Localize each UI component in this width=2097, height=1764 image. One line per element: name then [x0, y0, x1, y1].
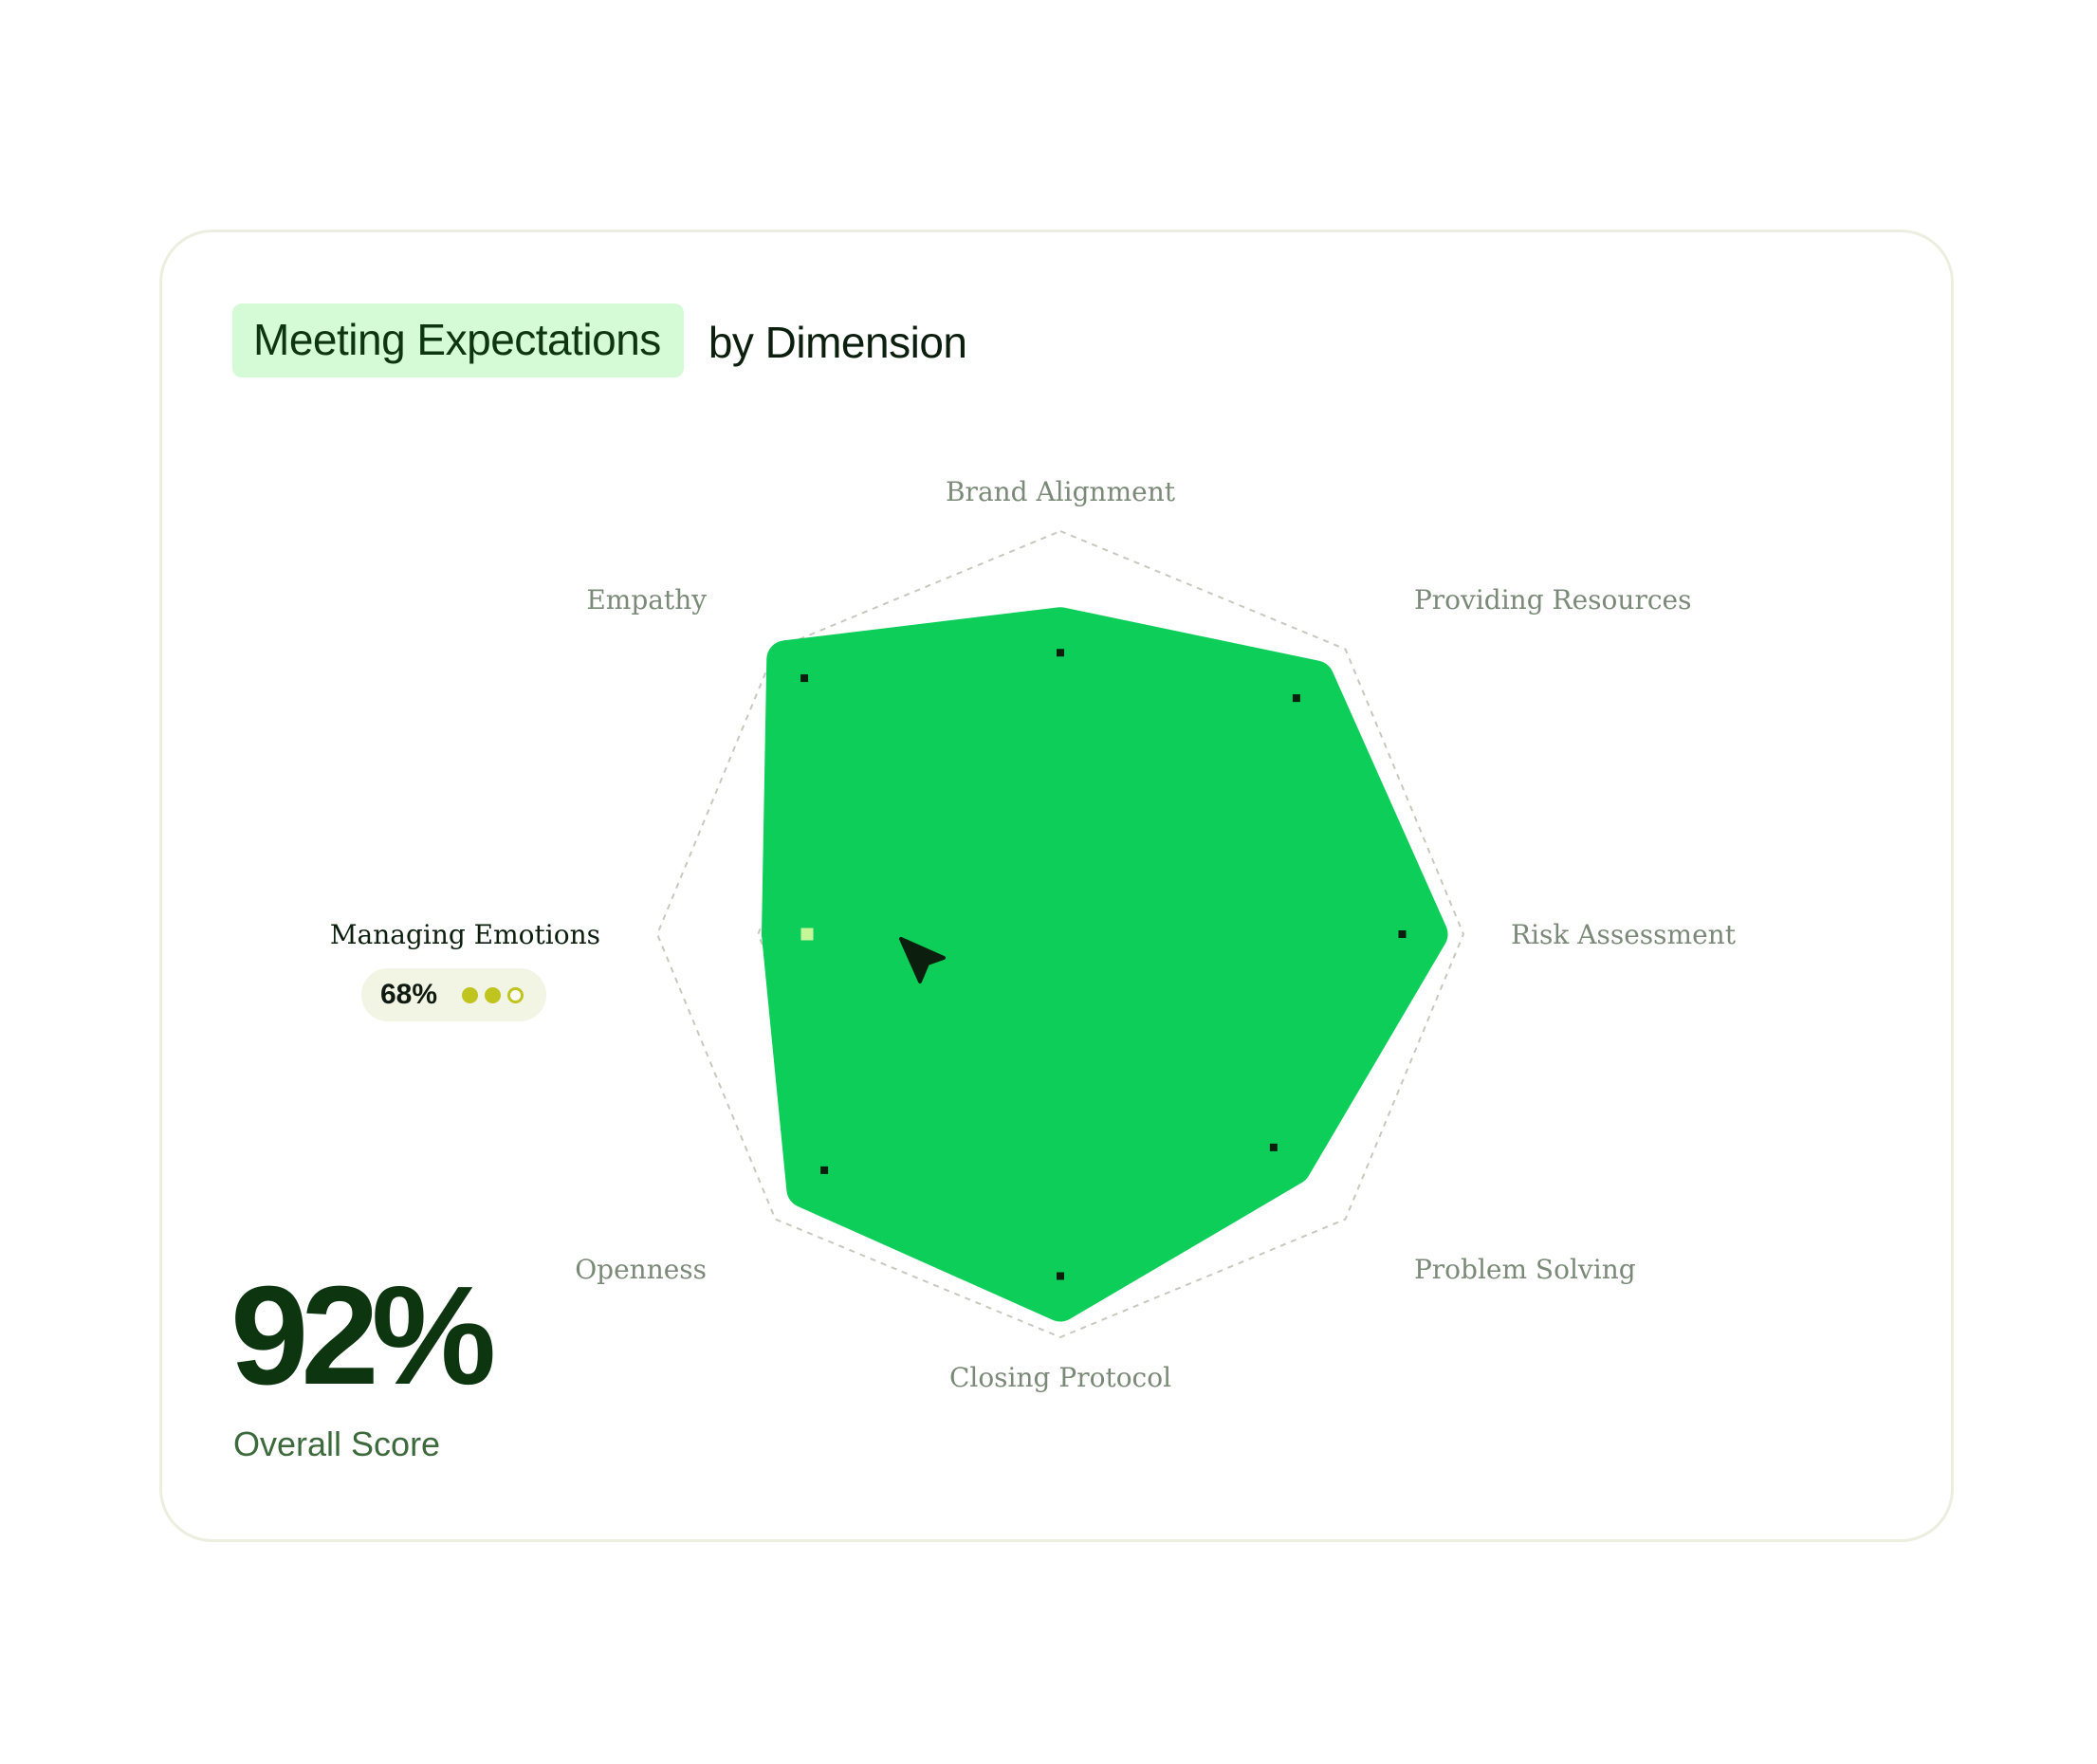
axis-label-managing-emotions[interactable]: Managing Emotions [330, 919, 600, 950]
dimension-tooltip: 68% [361, 968, 546, 1021]
grid-ring-3 [655, 529, 1465, 1339]
radar-points [800, 649, 1407, 1280]
title-suffix: by Dimension [708, 318, 967, 367]
rating-dots [462, 986, 524, 1003]
overall-score-label: Overall Score [233, 1424, 441, 1463]
axis-label-risk-assessment[interactable]: Risk Assessment [1511, 919, 1737, 950]
data-point-openness[interactable] [820, 1166, 829, 1174]
radar-area [762, 607, 1448, 1322]
data-point-brand-alignment[interactable] [1057, 649, 1064, 657]
data-point-risk-assessment[interactable] [1398, 930, 1407, 938]
axis-label-brand-alignment[interactable]: Brand Alignment [946, 476, 1176, 507]
mouse-cursor-icon [899, 937, 946, 983]
chart-header: Meeting Expectations by Dimension [232, 303, 967, 377]
overall-score-value: 92% [230, 1258, 496, 1414]
radar-shape-layer [762, 607, 1448, 1322]
data-point-closing-protocol[interactable] [1057, 1272, 1064, 1280]
axis-label-closing-protocol[interactable]: Closing Protocol [949, 1362, 1171, 1393]
data-point-empathy[interactable] [800, 674, 809, 683]
rating-dot-filled-icon [462, 986, 479, 1003]
rating-dot-filled-icon [485, 986, 502, 1003]
data-point-managing-emotions[interactable] [800, 928, 814, 941]
axis-labels: Brand Alignment Providing Resources Risk A… [330, 476, 1737, 1393]
axis-label-openness[interactable]: Openness [575, 1254, 707, 1285]
highlight-badge: Meeting Expectations [232, 303, 684, 377]
axis-label-problem-solving[interactable]: Problem Solving [1414, 1254, 1636, 1285]
data-point-problem-solving[interactable] [1269, 1143, 1278, 1151]
rating-dot-empty-icon [507, 986, 524, 1003]
axis-label-providing-resources[interactable]: Providing Resources [1414, 584, 1692, 616]
axis-label-empathy[interactable]: Empathy [586, 584, 707, 616]
data-point-providing-resources[interactable] [1292, 694, 1300, 703]
tooltip-value: 68% [380, 979, 438, 1010]
